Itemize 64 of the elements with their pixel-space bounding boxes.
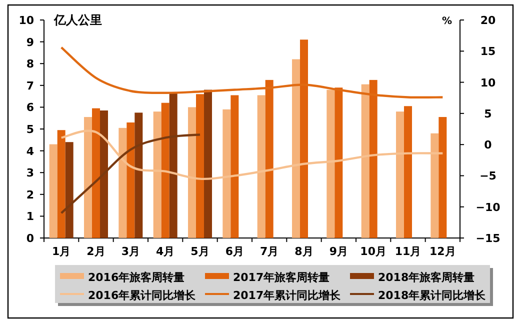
x-tick-label: 4月 bbox=[156, 245, 175, 258]
bar bbox=[126, 122, 135, 238]
y-tick-label: 6 bbox=[26, 101, 34, 114]
bar bbox=[161, 102, 170, 238]
y-tick-label: 5 bbox=[26, 123, 34, 136]
x-tick-label: 8月 bbox=[294, 245, 314, 258]
x-tick-label: 7月 bbox=[260, 245, 279, 258]
y-tick-label: 9 bbox=[26, 36, 34, 49]
bar bbox=[257, 95, 266, 238]
x-tick-label: 12月 bbox=[430, 245, 456, 258]
line-series bbox=[60, 134, 202, 214]
legend-label: 2017年旅客周转量 bbox=[233, 271, 330, 284]
y2-tick-label: 20 bbox=[480, 14, 496, 27]
bar bbox=[84, 117, 92, 238]
y-tick-label: 8 bbox=[26, 58, 34, 71]
bar bbox=[92, 108, 100, 238]
x-tick-label: 2月 bbox=[86, 245, 106, 258]
y2-axis-title: % bbox=[442, 16, 452, 27]
legend-label: 2016年累计同比增长 bbox=[88, 289, 197, 302]
y2-tick-label: 5 bbox=[484, 107, 492, 120]
x-tick-label: 5月 bbox=[190, 245, 210, 258]
y2-tick-label: −15 bbox=[476, 232, 500, 245]
bar bbox=[204, 90, 212, 238]
bar bbox=[404, 106, 412, 238]
bar bbox=[153, 112, 162, 238]
x-tick-label: 3月 bbox=[121, 245, 140, 258]
bar bbox=[230, 95, 239, 238]
x-tick-label: 6月 bbox=[225, 245, 244, 258]
bar bbox=[222, 109, 231, 238]
legend-label: 2018年累计同比增长 bbox=[378, 289, 487, 302]
y-tick-label: 3 bbox=[26, 166, 34, 180]
y-tick-label: 0 bbox=[26, 232, 34, 245]
bar bbox=[438, 117, 447, 238]
x-tick-label: 10月 bbox=[360, 245, 386, 258]
x-tick-label: 9月 bbox=[329, 245, 348, 258]
x-tick-label: 11月 bbox=[394, 245, 422, 258]
y2-tick-label: 0 bbox=[484, 138, 492, 152]
y-axis-title: 亿人公里 bbox=[53, 13, 102, 27]
y-tick-label: 10 bbox=[18, 14, 34, 27]
bar bbox=[100, 110, 108, 238]
bar bbox=[134, 112, 143, 238]
bar bbox=[169, 93, 178, 238]
bar bbox=[430, 133, 439, 238]
bar bbox=[65, 142, 74, 238]
bar bbox=[57, 130, 66, 238]
y-tick-label: 4 bbox=[26, 144, 34, 158]
legend-label: 2016年旅客周转量 bbox=[88, 271, 185, 284]
y-tick-label: 1 bbox=[26, 210, 34, 224]
bar bbox=[326, 90, 335, 238]
bar bbox=[188, 107, 196, 238]
bar bbox=[361, 84, 370, 238]
legend-label: 2017年累计同比增长 bbox=[233, 289, 342, 302]
y2-tick-label: 10 bbox=[480, 76, 496, 90]
legend-label: 2018年旅客周转量 bbox=[378, 271, 475, 284]
y2-tick-label: −5 bbox=[480, 170, 496, 183]
bar bbox=[118, 128, 127, 238]
bar bbox=[292, 59, 300, 238]
y-tick-label: 2 bbox=[26, 188, 34, 202]
y-tick-label: 7 bbox=[26, 79, 34, 92]
bar bbox=[49, 144, 58, 238]
x-tick-label: 1月 bbox=[52, 245, 71, 258]
y2-tick-label: −10 bbox=[476, 200, 501, 214]
y2-tick-label: 15 bbox=[480, 45, 496, 58]
bar bbox=[396, 112, 404, 238]
